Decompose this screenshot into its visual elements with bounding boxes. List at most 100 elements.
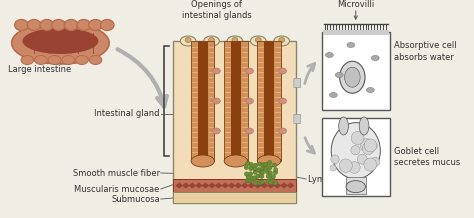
Ellipse shape bbox=[246, 68, 254, 74]
Ellipse shape bbox=[15, 19, 28, 31]
Circle shape bbox=[249, 166, 253, 171]
Circle shape bbox=[362, 142, 374, 155]
Circle shape bbox=[256, 167, 261, 172]
Circle shape bbox=[253, 176, 257, 180]
Ellipse shape bbox=[75, 56, 88, 65]
Ellipse shape bbox=[77, 19, 91, 31]
FancyBboxPatch shape bbox=[294, 78, 301, 87]
Polygon shape bbox=[273, 182, 281, 189]
Ellipse shape bbox=[274, 36, 290, 46]
Ellipse shape bbox=[64, 19, 78, 31]
Ellipse shape bbox=[329, 92, 337, 97]
Ellipse shape bbox=[246, 98, 254, 104]
Bar bbox=[323, 30, 389, 35]
Circle shape bbox=[357, 154, 367, 164]
Circle shape bbox=[271, 174, 275, 179]
Circle shape bbox=[365, 160, 371, 166]
Circle shape bbox=[371, 157, 380, 167]
Circle shape bbox=[253, 170, 257, 174]
Circle shape bbox=[250, 176, 255, 181]
Ellipse shape bbox=[279, 98, 287, 104]
Circle shape bbox=[266, 179, 271, 183]
Ellipse shape bbox=[27, 19, 41, 31]
Circle shape bbox=[245, 179, 249, 183]
Circle shape bbox=[273, 170, 278, 175]
Polygon shape bbox=[189, 182, 196, 189]
Text: Openings of
intestinal glands: Openings of intestinal glands bbox=[182, 0, 251, 20]
Ellipse shape bbox=[21, 56, 34, 65]
Ellipse shape bbox=[371, 56, 379, 61]
Circle shape bbox=[268, 181, 273, 185]
Ellipse shape bbox=[255, 37, 261, 43]
Text: Lymphatic nodule: Lymphatic nodule bbox=[308, 174, 383, 184]
Circle shape bbox=[258, 170, 263, 174]
Circle shape bbox=[246, 161, 250, 166]
Polygon shape bbox=[280, 182, 288, 189]
Bar bbox=[346, 177, 366, 194]
Ellipse shape bbox=[331, 123, 380, 179]
Circle shape bbox=[266, 174, 271, 179]
Circle shape bbox=[331, 155, 339, 164]
Ellipse shape bbox=[209, 37, 214, 43]
Bar bbox=[173, 192, 296, 203]
Polygon shape bbox=[215, 182, 222, 189]
Ellipse shape bbox=[279, 128, 287, 134]
Circle shape bbox=[270, 176, 274, 180]
Ellipse shape bbox=[48, 56, 61, 65]
Ellipse shape bbox=[89, 19, 102, 31]
Ellipse shape bbox=[12, 22, 109, 64]
Circle shape bbox=[248, 172, 253, 176]
Circle shape bbox=[351, 131, 364, 145]
Bar bbox=[264, 41, 274, 161]
Circle shape bbox=[244, 165, 248, 170]
Polygon shape bbox=[234, 182, 242, 189]
Polygon shape bbox=[287, 182, 294, 189]
Circle shape bbox=[351, 145, 360, 155]
Polygon shape bbox=[182, 182, 190, 189]
Ellipse shape bbox=[347, 43, 355, 48]
Circle shape bbox=[257, 181, 262, 185]
Text: Large intestine: Large intestine bbox=[8, 65, 71, 73]
Circle shape bbox=[360, 139, 373, 152]
Ellipse shape bbox=[40, 19, 54, 31]
Circle shape bbox=[254, 163, 258, 168]
Text: Absorptive cell
absorbs water: Absorptive cell absorbs water bbox=[394, 41, 456, 61]
Circle shape bbox=[254, 181, 258, 185]
Circle shape bbox=[273, 181, 278, 185]
Circle shape bbox=[248, 178, 252, 183]
Circle shape bbox=[252, 166, 256, 171]
Polygon shape bbox=[267, 182, 275, 189]
Ellipse shape bbox=[100, 19, 114, 31]
Circle shape bbox=[339, 159, 352, 172]
Bar bbox=[198, 41, 208, 161]
Text: Muscularis mucosae: Muscularis mucosae bbox=[74, 184, 160, 194]
Ellipse shape bbox=[212, 128, 220, 134]
Ellipse shape bbox=[279, 37, 284, 43]
Circle shape bbox=[249, 162, 254, 167]
Bar bbox=[191, 41, 214, 161]
Ellipse shape bbox=[212, 68, 220, 74]
Ellipse shape bbox=[35, 56, 47, 65]
Circle shape bbox=[268, 171, 273, 175]
Circle shape bbox=[268, 160, 272, 165]
Ellipse shape bbox=[246, 128, 254, 134]
Circle shape bbox=[258, 162, 262, 166]
Circle shape bbox=[273, 168, 278, 172]
Circle shape bbox=[261, 166, 265, 171]
Ellipse shape bbox=[335, 73, 343, 78]
Ellipse shape bbox=[212, 98, 220, 104]
Circle shape bbox=[260, 180, 264, 184]
Ellipse shape bbox=[224, 155, 247, 167]
Circle shape bbox=[246, 175, 250, 179]
Circle shape bbox=[256, 174, 260, 178]
Ellipse shape bbox=[204, 36, 219, 46]
Text: Intestinal gland: Intestinal gland bbox=[94, 109, 160, 118]
Polygon shape bbox=[201, 182, 210, 189]
Bar bbox=[224, 41, 247, 161]
Ellipse shape bbox=[180, 36, 196, 46]
Ellipse shape bbox=[346, 181, 365, 193]
Text: Goblet cell
secretes mucus: Goblet cell secretes mucus bbox=[394, 147, 460, 167]
Circle shape bbox=[369, 141, 377, 150]
Polygon shape bbox=[195, 182, 203, 189]
Ellipse shape bbox=[227, 36, 243, 46]
